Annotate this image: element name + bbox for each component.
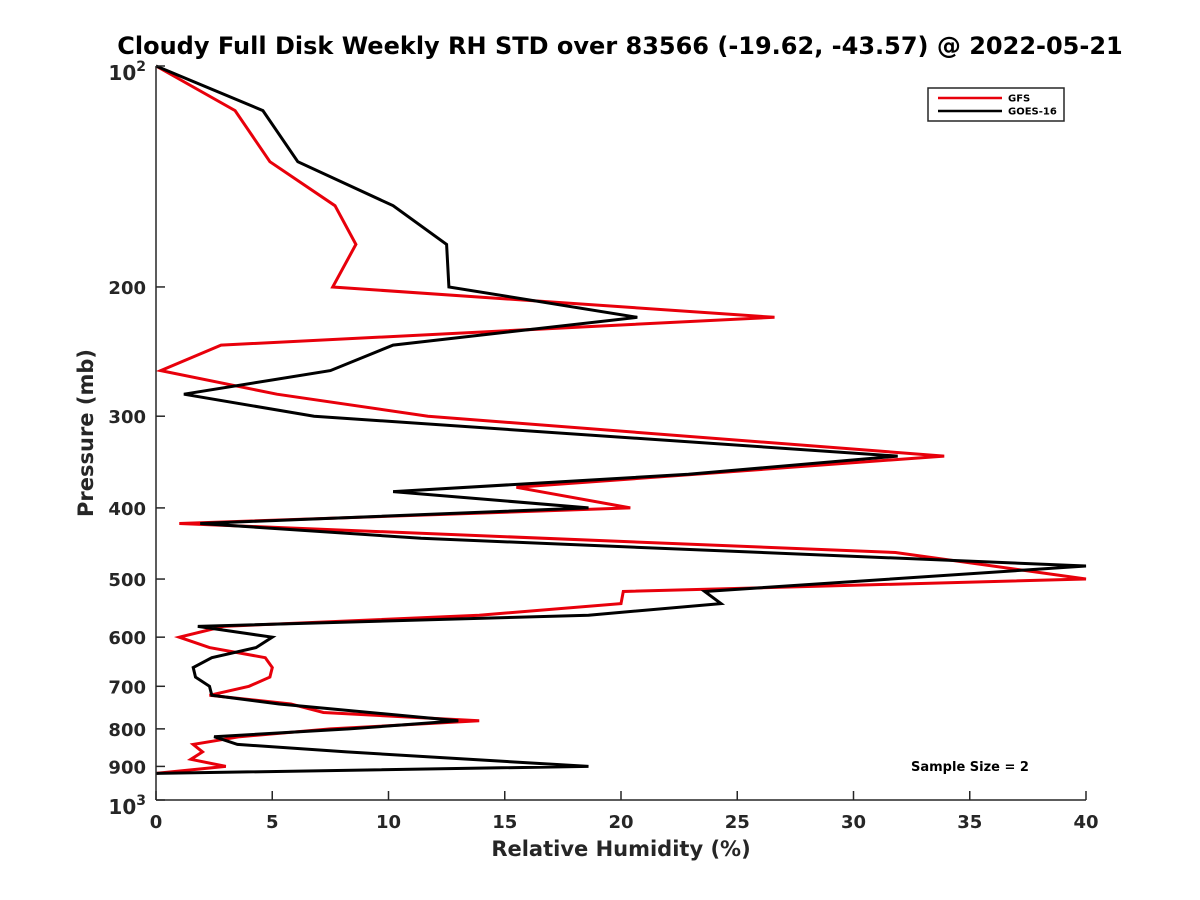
series-line-goes16 (155, 64, 1087, 775)
y-tick-exponent: 3 (136, 793, 146, 809)
x-axis-label: Relative Humidity (%) (491, 837, 750, 861)
legend-box (927, 87, 1065, 122)
x-tick-label: 5 (266, 812, 279, 833)
x-tick-label: 20 (608, 812, 633, 833)
plot-area: 0 5 10 15 20 25 30 35 40 10220030040050060070080… (108, 59, 1098, 833)
sample-size-annotation: Sample Size = 2 (911, 760, 1029, 775)
legend: GFS GOES-16 (927, 87, 1065, 122)
y-axis-label: Pressure (mb) (74, 349, 98, 517)
y-tick-label: 300 (108, 407, 146, 428)
y-tick-label: 200 (108, 278, 146, 299)
series-layer (155, 64, 1087, 775)
x-tick-label: 0 (150, 812, 163, 833)
y-tick-label: 400 (108, 499, 146, 520)
legend-label-gfs: GFS (1008, 94, 1030, 105)
legend-label-goes16: GOES-16 (1008, 107, 1057, 118)
x-axis-ticks: 0 5 10 15 20 25 30 35 40 (150, 791, 1099, 833)
y-tick-label: 900 (108, 757, 146, 778)
x-tick-label: 25 (725, 812, 750, 833)
y-tick-label: 800 (108, 720, 146, 741)
chart-title: Cloudy Full Disk Weekly RH STD over 8356… (117, 32, 1123, 60)
x-tick-label: 15 (492, 812, 517, 833)
y-tick-exponent: 2 (136, 59, 146, 75)
x-tick-label: 40 (1073, 812, 1098, 833)
y-tick-label: 500 (108, 570, 146, 591)
y-tick-label: 700 (108, 677, 146, 698)
x-tick-label: 30 (841, 812, 866, 833)
x-tick-label: 35 (957, 812, 982, 833)
x-tick-label: 10 (376, 812, 401, 833)
y-tick-label: 600 (108, 628, 146, 649)
